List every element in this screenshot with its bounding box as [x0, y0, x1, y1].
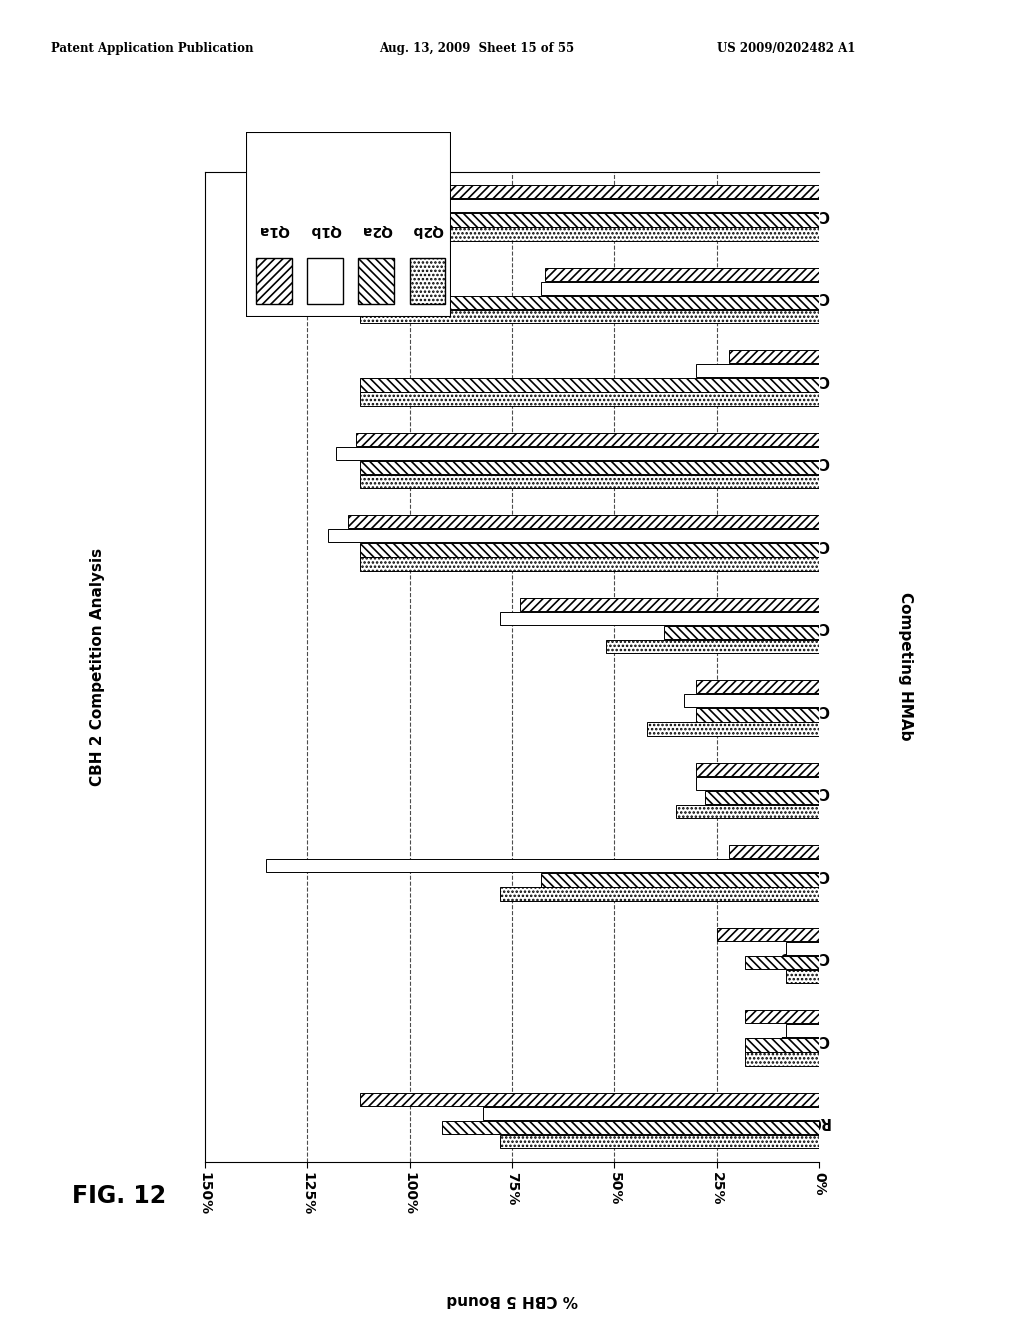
Bar: [360, 475, 819, 488]
Bar: [360, 310, 819, 323]
Bar: [696, 364, 819, 378]
Text: Q1b: Q1b: [309, 223, 341, 238]
Bar: [745, 1052, 819, 1065]
Bar: [266, 859, 819, 873]
Bar: [348, 515, 819, 528]
Bar: [745, 956, 819, 969]
Text: Aug. 13, 2009  Sheet 15 of 55: Aug. 13, 2009 Sheet 15 of 55: [379, 42, 574, 55]
Bar: [684, 694, 819, 708]
Bar: [500, 887, 819, 900]
Bar: [786, 1024, 819, 1038]
Bar: [786, 941, 819, 954]
Text: US 2009/0202482 A1: US 2009/0202482 A1: [717, 42, 855, 55]
Bar: [647, 722, 819, 735]
Bar: [541, 281, 819, 294]
Bar: [500, 1135, 819, 1148]
Bar: [307, 257, 343, 304]
Bar: [307, 199, 819, 213]
Bar: [541, 874, 819, 887]
Bar: [729, 845, 819, 858]
Bar: [442, 1121, 819, 1134]
Bar: [483, 1106, 819, 1119]
Bar: [705, 791, 819, 804]
Bar: [500, 611, 819, 624]
Bar: [328, 529, 819, 543]
Bar: [696, 763, 819, 776]
Bar: [360, 227, 819, 240]
Bar: [336, 446, 819, 459]
Text: Q2a: Q2a: [360, 223, 392, 238]
Bar: [696, 776, 819, 789]
Bar: [360, 544, 819, 557]
Bar: [360, 214, 819, 227]
Text: FIG. 12: FIG. 12: [72, 1184, 166, 1208]
Bar: [369, 185, 819, 198]
Bar: [360, 379, 819, 392]
Text: CBH 2 Competition Analysis: CBH 2 Competition Analysis: [90, 548, 104, 785]
Bar: [745, 1039, 819, 1052]
Bar: [786, 970, 819, 983]
Bar: [717, 928, 819, 941]
Bar: [606, 640, 819, 653]
Bar: [256, 257, 292, 304]
Bar: [676, 805, 819, 818]
Bar: [410, 257, 445, 304]
Bar: [545, 268, 819, 281]
Text: Q1a: Q1a: [258, 223, 290, 238]
Text: Q2b: Q2b: [412, 223, 443, 238]
Bar: [356, 433, 819, 446]
Bar: [729, 350, 819, 363]
Bar: [360, 296, 819, 309]
Bar: [360, 1093, 819, 1106]
Y-axis label: Competing HMAb: Competing HMAb: [898, 593, 913, 741]
Bar: [696, 680, 819, 693]
Bar: [745, 1010, 819, 1023]
Bar: [360, 392, 819, 405]
X-axis label: % CBH 5 Bound: % CBH 5 Bound: [446, 1292, 578, 1307]
Text: Patent Application Publication: Patent Application Publication: [51, 42, 254, 55]
Bar: [520, 598, 819, 611]
Bar: [664, 626, 819, 639]
Bar: [696, 709, 819, 722]
Bar: [358, 257, 394, 304]
Bar: [360, 461, 819, 474]
Bar: [360, 557, 819, 570]
